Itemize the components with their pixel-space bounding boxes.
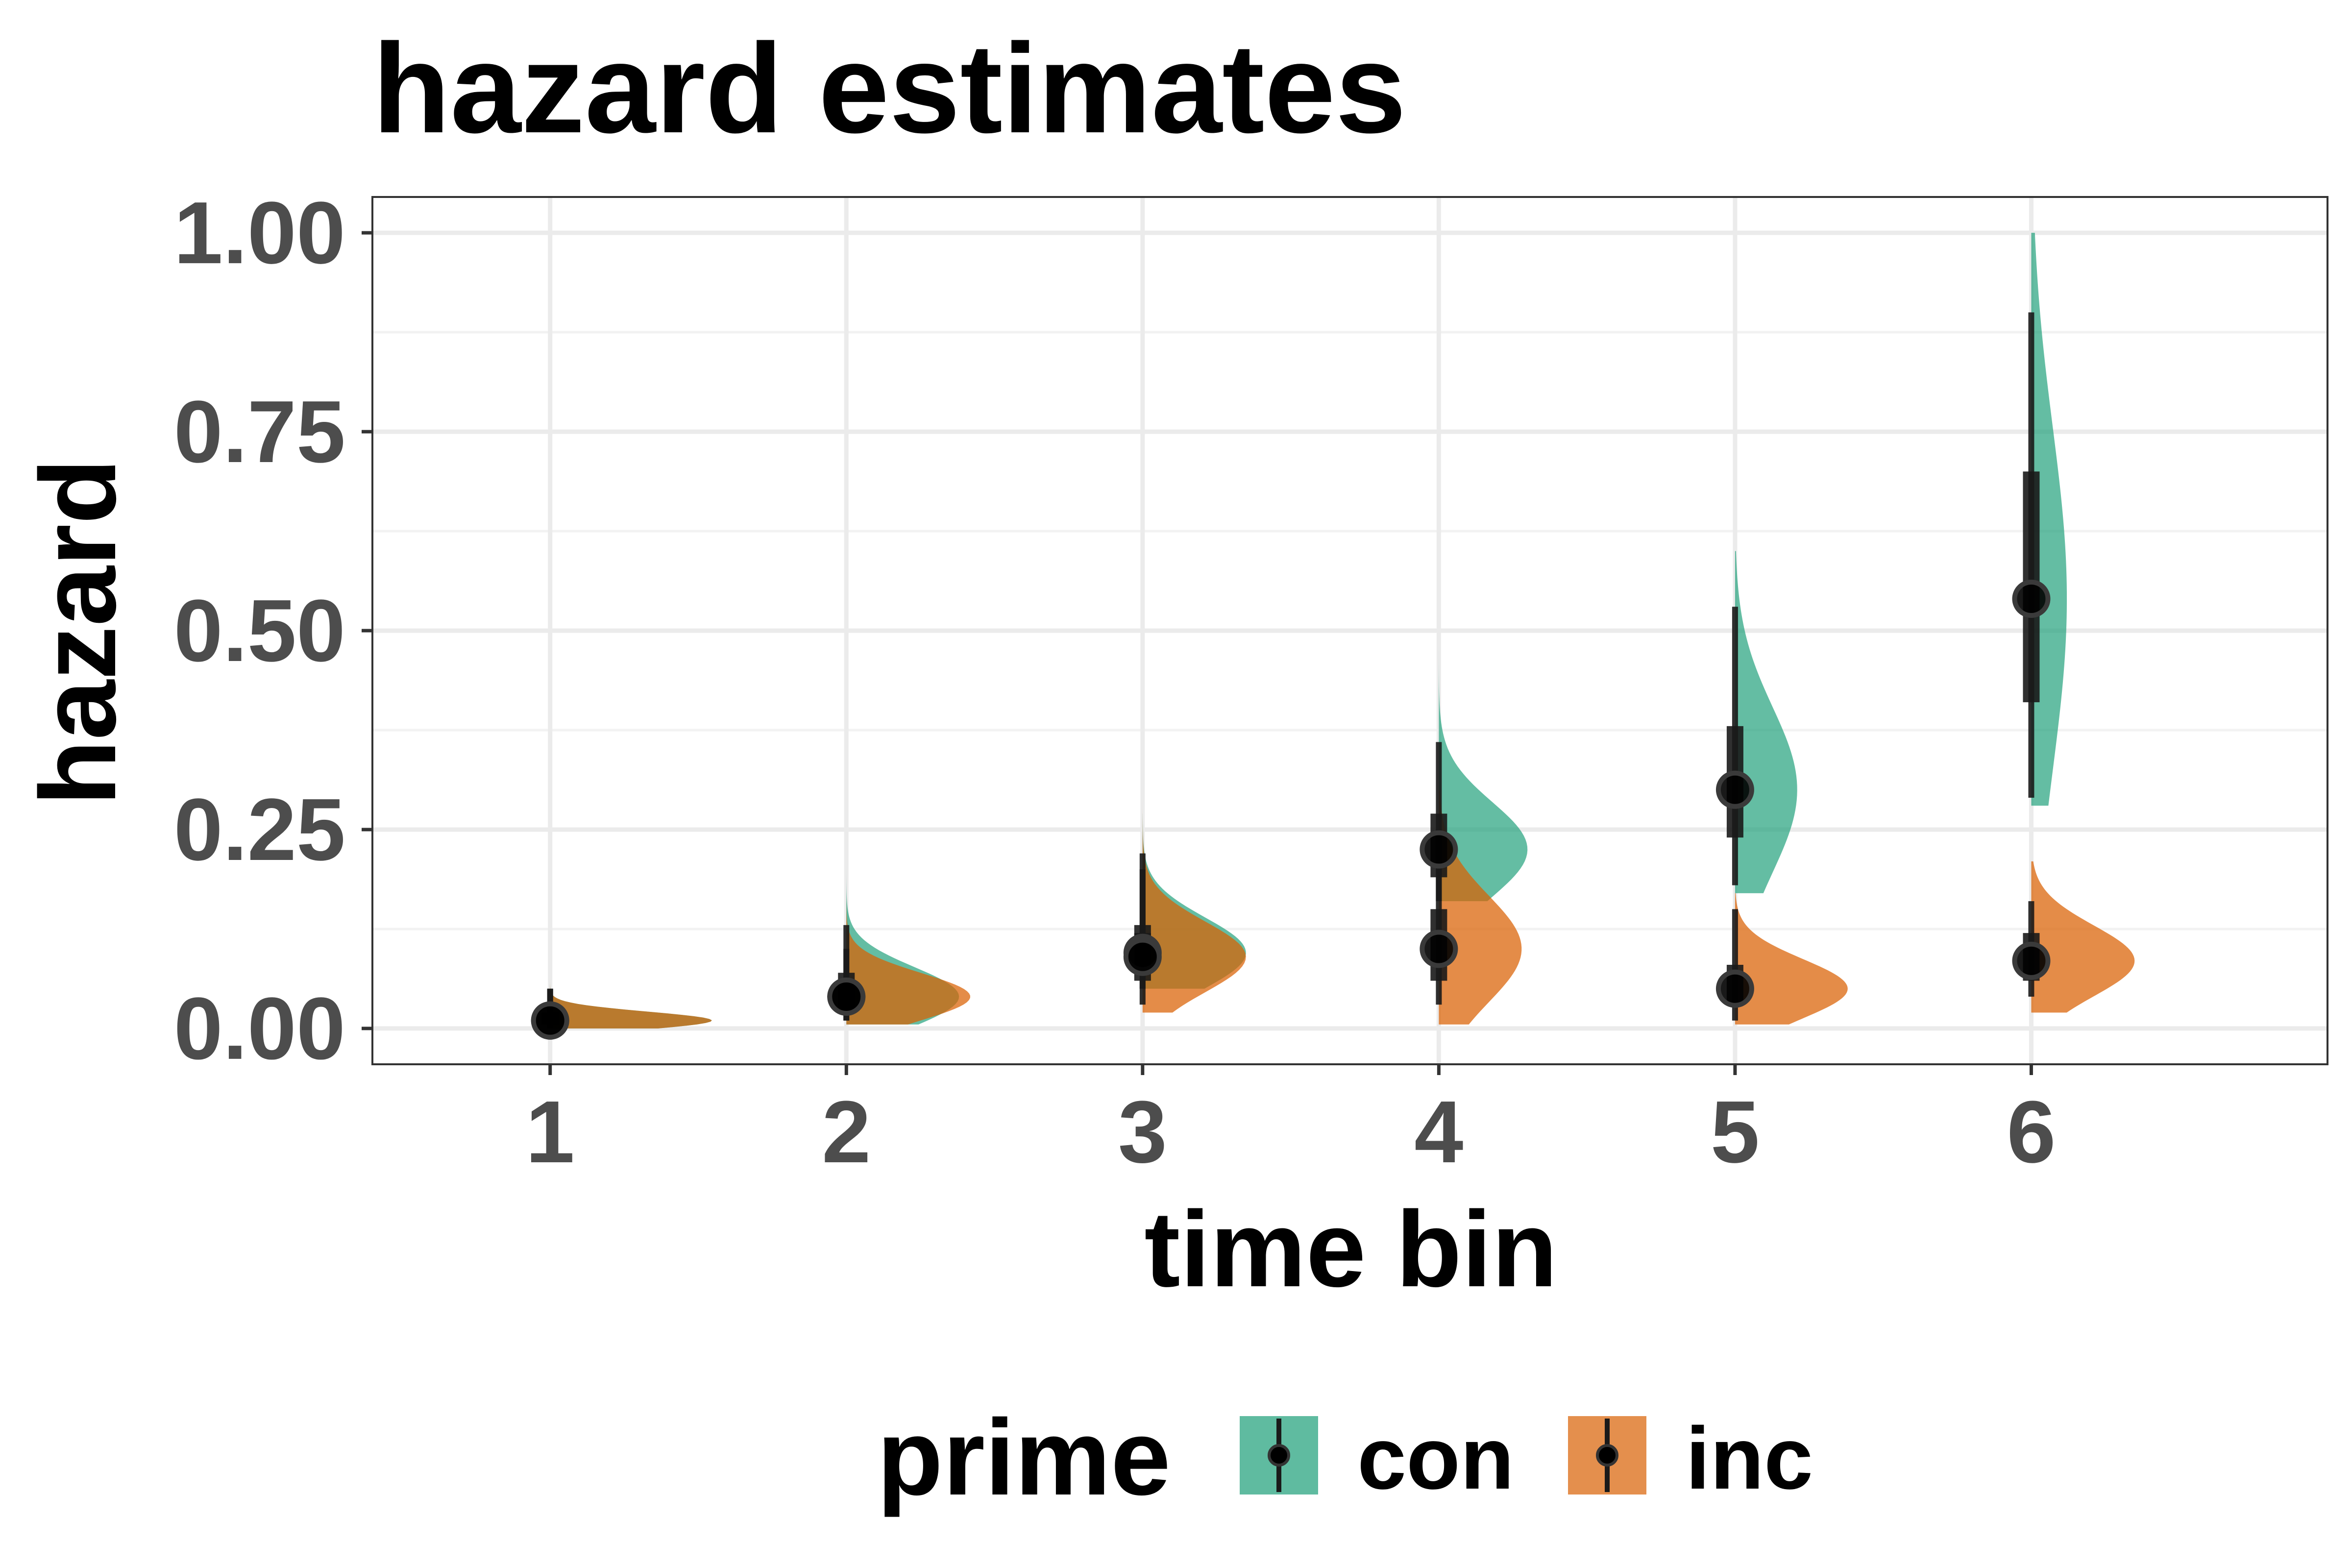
legend-label-inc: inc bbox=[1686, 1409, 1813, 1508]
median-point-con-6 bbox=[2012, 580, 2051, 618]
x-tick-label: 1 bbox=[526, 1083, 575, 1181]
legend-label-con: con bbox=[1357, 1409, 1514, 1508]
x-tick-label: 3 bbox=[1118, 1083, 1167, 1181]
y-tick-label: 0.75 bbox=[174, 383, 345, 481]
x-tick-label: 5 bbox=[1711, 1083, 1760, 1181]
plot-grid bbox=[372, 197, 2328, 1064]
x-tick-label: 6 bbox=[2007, 1083, 2056, 1181]
y-tick-label: 1.00 bbox=[174, 184, 345, 282]
violin-con-4 bbox=[1439, 646, 1528, 902]
x-axis-title: time bin bbox=[1144, 1189, 1557, 1309]
violin-inc-5 bbox=[1735, 893, 1848, 1025]
plot-points bbox=[531, 580, 2051, 1040]
x-tick-label: 2 bbox=[822, 1083, 871, 1181]
median-point-inc-6 bbox=[2012, 941, 2051, 980]
legend-key-point-con bbox=[1268, 1444, 1290, 1467]
chart-title: hazard estimates bbox=[372, 18, 1406, 160]
x-tick-label: 4 bbox=[1414, 1083, 1463, 1181]
median-point-inc-4 bbox=[1420, 930, 1458, 968]
median-point-con-4 bbox=[1420, 830, 1458, 869]
violin-inc-4 bbox=[1439, 789, 1522, 1025]
violin-inc-6 bbox=[2031, 861, 2135, 1013]
y-axis: 0.00 0.25 0.50 0.75 1.00 bbox=[174, 184, 372, 1078]
violin-inc-3 bbox=[1142, 782, 1246, 1013]
legend-title: prime bbox=[877, 1397, 1171, 1518]
y-tick-label: 0.50 bbox=[174, 582, 345, 680]
plot-violins bbox=[550, 233, 2135, 1029]
x-axis: 1 2 3 4 5 6 bbox=[526, 1064, 2056, 1181]
violin-con-6 bbox=[2031, 233, 2067, 806]
median-point-inc-5 bbox=[1715, 969, 1754, 1008]
y-tick-label: 0.00 bbox=[174, 980, 345, 1078]
legend: prime con inc bbox=[877, 1397, 1813, 1518]
y-tick-label: 0.25 bbox=[174, 781, 345, 879]
violin-con-5 bbox=[1735, 551, 1797, 893]
violin-inc-2 bbox=[846, 869, 971, 1025]
median-point-inc-3 bbox=[1123, 937, 1162, 976]
median-point-inc-2 bbox=[827, 977, 866, 1016]
median-point-con-5 bbox=[1715, 770, 1754, 809]
legend-items: con inc bbox=[1240, 1409, 1813, 1508]
median-point-inc-1 bbox=[531, 1001, 569, 1040]
legend-key-point-inc bbox=[1596, 1444, 1618, 1467]
y-axis-title: hazard bbox=[18, 458, 138, 806]
